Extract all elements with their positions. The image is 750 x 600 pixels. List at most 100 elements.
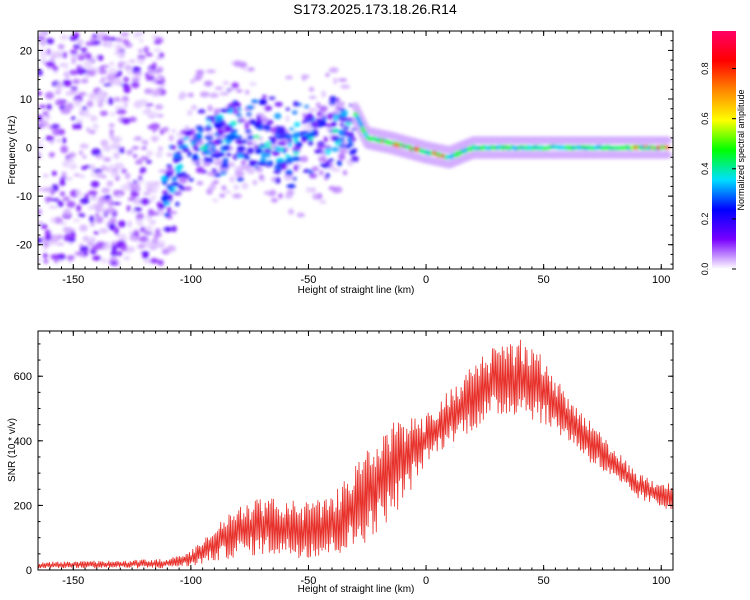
spectral-cell xyxy=(191,156,199,162)
spectral-cell xyxy=(272,152,280,156)
spectral-cell xyxy=(39,120,49,128)
spectral-cell xyxy=(128,59,136,64)
spectral-cell xyxy=(160,195,169,203)
spectral-cell xyxy=(319,105,328,113)
spectral-cell xyxy=(70,116,76,121)
spectral-cell xyxy=(212,198,219,203)
spectral-cell xyxy=(107,198,114,207)
spectral-cell xyxy=(138,218,143,226)
spectral-cell xyxy=(232,153,238,161)
spectral-cell xyxy=(246,134,254,141)
snr-x-label: Height of straight line (km) xyxy=(298,584,415,595)
spectral-cell xyxy=(88,205,95,210)
spectral-cell xyxy=(103,194,112,200)
spectral-cell xyxy=(91,148,102,156)
spectral-cell xyxy=(220,162,230,170)
spectral-cell xyxy=(207,171,216,177)
spectral-cell xyxy=(176,171,183,179)
spectral-cell xyxy=(56,138,61,143)
spectral-cell xyxy=(110,136,120,142)
spectral-cell xyxy=(38,237,43,244)
spectral-cell xyxy=(154,80,165,85)
spectral-cell xyxy=(115,110,124,115)
spectral-cell xyxy=(308,87,315,92)
spectral-cell xyxy=(274,101,283,107)
colorbar: 0.0 0.2 0.4 0.6 0.8 Normalized spectral ampl… xyxy=(700,31,746,275)
spectral-cell xyxy=(331,128,340,134)
spectral-cell xyxy=(166,164,173,169)
spectral-cell xyxy=(46,38,55,45)
spectral-cell xyxy=(51,184,59,192)
spectral-cell xyxy=(339,122,345,127)
spectral-cell xyxy=(237,118,246,123)
spectral-cell xyxy=(133,206,142,212)
spectral-cell xyxy=(141,146,147,150)
spectral-cell xyxy=(114,43,123,51)
spectral-cell xyxy=(310,187,317,193)
spectral-cell xyxy=(300,135,310,141)
spectral-cell xyxy=(150,135,160,141)
spectral-cell xyxy=(55,82,64,91)
spectral-cell xyxy=(38,208,42,217)
spectral-cell xyxy=(323,145,331,149)
spectral-cell xyxy=(355,116,361,122)
spectral-cell xyxy=(244,122,250,130)
spectral-cell xyxy=(663,136,672,145)
spectral-cell xyxy=(195,69,205,76)
spectrogram-y-axis: -20 -10 0 10 20 xyxy=(16,30,673,265)
spectral-cell xyxy=(285,75,293,80)
spectral-cell xyxy=(195,133,203,141)
spectral-cell xyxy=(103,157,112,162)
spectral-cell xyxy=(340,84,351,89)
spectral-cell xyxy=(265,141,272,145)
spectral-cell xyxy=(325,72,330,77)
spectral-cell xyxy=(77,39,84,46)
snr-x-tick-label: -100 xyxy=(180,575,202,587)
spectral-cell xyxy=(187,92,194,98)
spectral-cell xyxy=(49,152,54,159)
spectral-cell xyxy=(210,144,216,150)
spectral-cell xyxy=(229,175,235,183)
spectral-cell xyxy=(259,174,264,181)
spectral-cell xyxy=(293,100,299,107)
spectral-cell xyxy=(314,148,324,154)
spectral-cell xyxy=(251,99,259,104)
spectral-cell xyxy=(109,37,117,41)
spectral-cell xyxy=(338,144,346,148)
spectral-cell xyxy=(195,166,205,174)
spectral-cell xyxy=(266,119,274,125)
spectral-cell xyxy=(138,235,149,243)
spectral-cell xyxy=(137,157,144,163)
spectral-cell xyxy=(118,149,125,154)
spectral-cell xyxy=(156,201,162,207)
spectral-cell xyxy=(126,205,131,212)
spectral-cell xyxy=(318,156,328,163)
spectral-cell xyxy=(72,78,81,85)
spectral-cell xyxy=(323,136,329,143)
spectral-cell xyxy=(166,206,172,214)
spectral-cell xyxy=(331,122,336,127)
spectrogram-x-tick-label: 100 xyxy=(652,274,670,286)
spectral-cell xyxy=(79,197,90,205)
spectral-cell xyxy=(220,109,228,113)
spectral-cell xyxy=(79,143,89,149)
spectral-cell xyxy=(40,224,48,229)
spectrogram-y-label: Frequency (Hz) xyxy=(7,116,18,185)
spectral-cell xyxy=(338,78,348,82)
spectral-cell xyxy=(226,152,232,157)
spectral-cell xyxy=(42,173,49,178)
spectral-cell xyxy=(235,113,242,117)
spectral-cell xyxy=(78,150,84,156)
spectral-cell xyxy=(240,160,247,165)
spectral-cell xyxy=(82,106,87,111)
spectral-cell xyxy=(52,65,59,71)
spectral-cell xyxy=(284,159,293,165)
spectral-cell xyxy=(83,250,89,256)
spectral-cell xyxy=(142,140,149,146)
spectral-cell xyxy=(38,141,42,145)
spectral-cell xyxy=(245,129,252,134)
spectral-cell xyxy=(140,197,150,206)
spectral-cell xyxy=(117,50,126,59)
spectral-cell xyxy=(351,137,357,142)
spectral-cell xyxy=(219,92,230,96)
